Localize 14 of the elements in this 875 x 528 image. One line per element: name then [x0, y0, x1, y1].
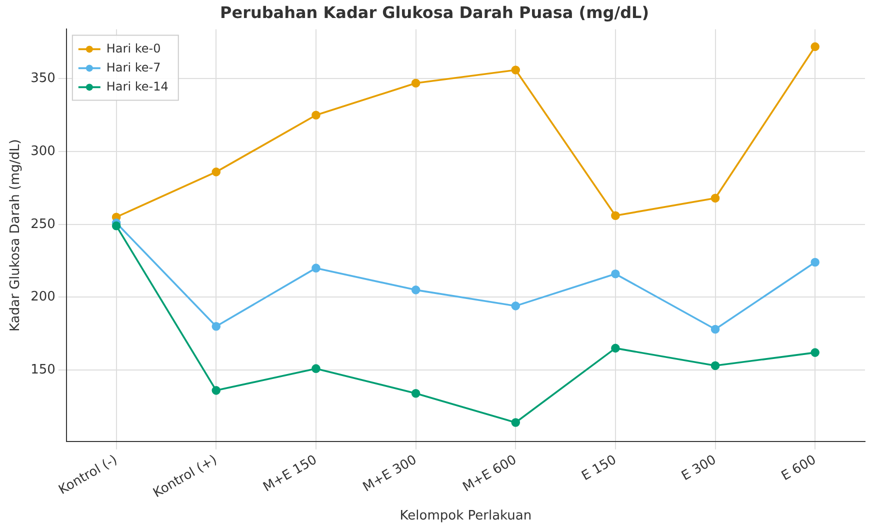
legend-label: Hari ke-0 [106, 41, 161, 56]
legend-label: Hari ke-14 [106, 79, 168, 94]
y-axis-title: Kadar Glukosa Darah (mg/dL) [8, 139, 24, 332]
y-tick-label: 300 [30, 144, 56, 159]
x-axis-title: Kelompok Perlakuan [400, 508, 532, 524]
x-tick-label: E 150 [579, 452, 620, 484]
y-tick-label: 250 [30, 216, 56, 232]
legend-label: Hari ke-7 [106, 60, 161, 74]
y-tick-label: 350 [30, 71, 56, 86]
chart-title: Perubahan Kadar Glukosa Darah Puasa (mg/dL) [220, 2, 650, 22]
x-tick-label: E 600 [779, 452, 819, 484]
y-tick-label: 200 [30, 290, 56, 305]
x-tick-label: E 300 [679, 452, 719, 484]
y-tick-label: 150 [30, 362, 56, 378]
